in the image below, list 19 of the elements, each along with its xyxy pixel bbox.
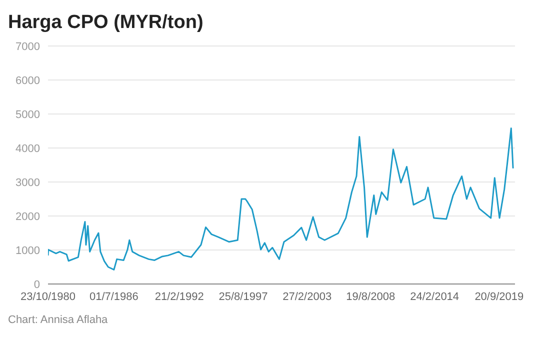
y-tick-label: 1000: [16, 244, 40, 257]
x-tick-label: 24/2/2014: [410, 290, 460, 303]
x-tick-label: 20/9/2019: [474, 290, 524, 303]
line-series: [48, 128, 514, 270]
x-tick-label: 01/7/1986: [89, 290, 138, 303]
y-tick-label: 6000: [16, 74, 40, 87]
y-tick-label: 0: [34, 278, 40, 291]
x-tick-label: 21/2/1992: [154, 290, 204, 303]
text: Chart: Annisa Aflaha: [8, 314, 109, 326]
y-tick-label: 3000: [16, 176, 40, 189]
y-tick-label: 5000: [16, 108, 40, 121]
x-tick-label: 19/8/2008: [346, 290, 396, 303]
chart-title: Harga CPO (MYR/ton): [8, 11, 204, 35]
x-tick-label: 25/8/1997: [218, 290, 268, 303]
y-tick-label: 4000: [16, 142, 40, 155]
x-tick-label: 27/2/2003: [282, 290, 332, 303]
x-tick-label: 23/10/1980: [20, 290, 76, 303]
y-tick-label: 2000: [16, 210, 40, 223]
y-tick-label: 7000: [16, 40, 40, 53]
